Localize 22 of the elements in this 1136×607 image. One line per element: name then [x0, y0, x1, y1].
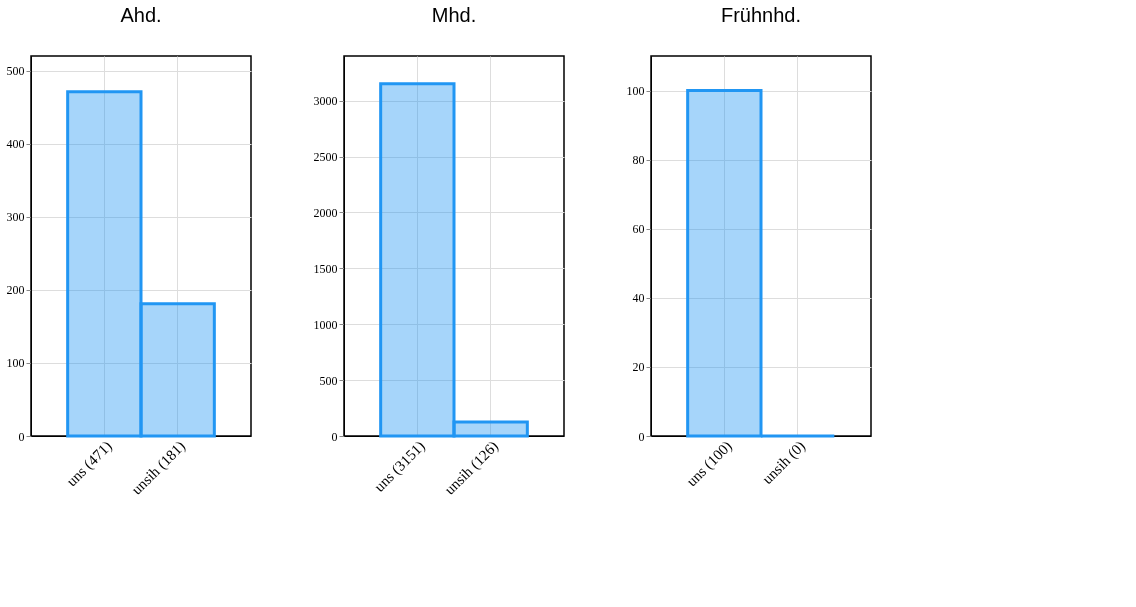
y-tick-label: 1000: [313, 317, 338, 332]
chart-title: Ahd.: [120, 4, 162, 26]
y-tick-label: 2000: [313, 205, 338, 220]
y-tick-label: 100: [626, 84, 645, 99]
y-tick-label: 3000: [313, 94, 338, 109]
y-tick-label: 400: [6, 137, 25, 152]
y-tick-label: 40: [632, 291, 645, 306]
y-tick-label: 20: [632, 360, 645, 375]
chart-title: Frühnhd.: [720, 4, 802, 26]
y-tick-label: 500: [6, 64, 25, 79]
y-tick-label: 200: [6, 283, 25, 298]
y-tick-label: 60: [632, 222, 645, 237]
y-tick-label: 0: [331, 429, 338, 444]
y-tick-label: 300: [6, 210, 25, 225]
y-tick-label: 0: [638, 429, 645, 444]
y-tick-label: 80: [632, 153, 645, 168]
y-tick-label: 500: [319, 373, 338, 388]
y-tick-label: 100: [6, 356, 25, 371]
y-tick-label: 2500: [313, 150, 338, 165]
y-tick-label: 0: [18, 429, 25, 444]
chart-title: Mhd.: [431, 4, 477, 26]
y-tick-label: 1500: [313, 261, 338, 276]
